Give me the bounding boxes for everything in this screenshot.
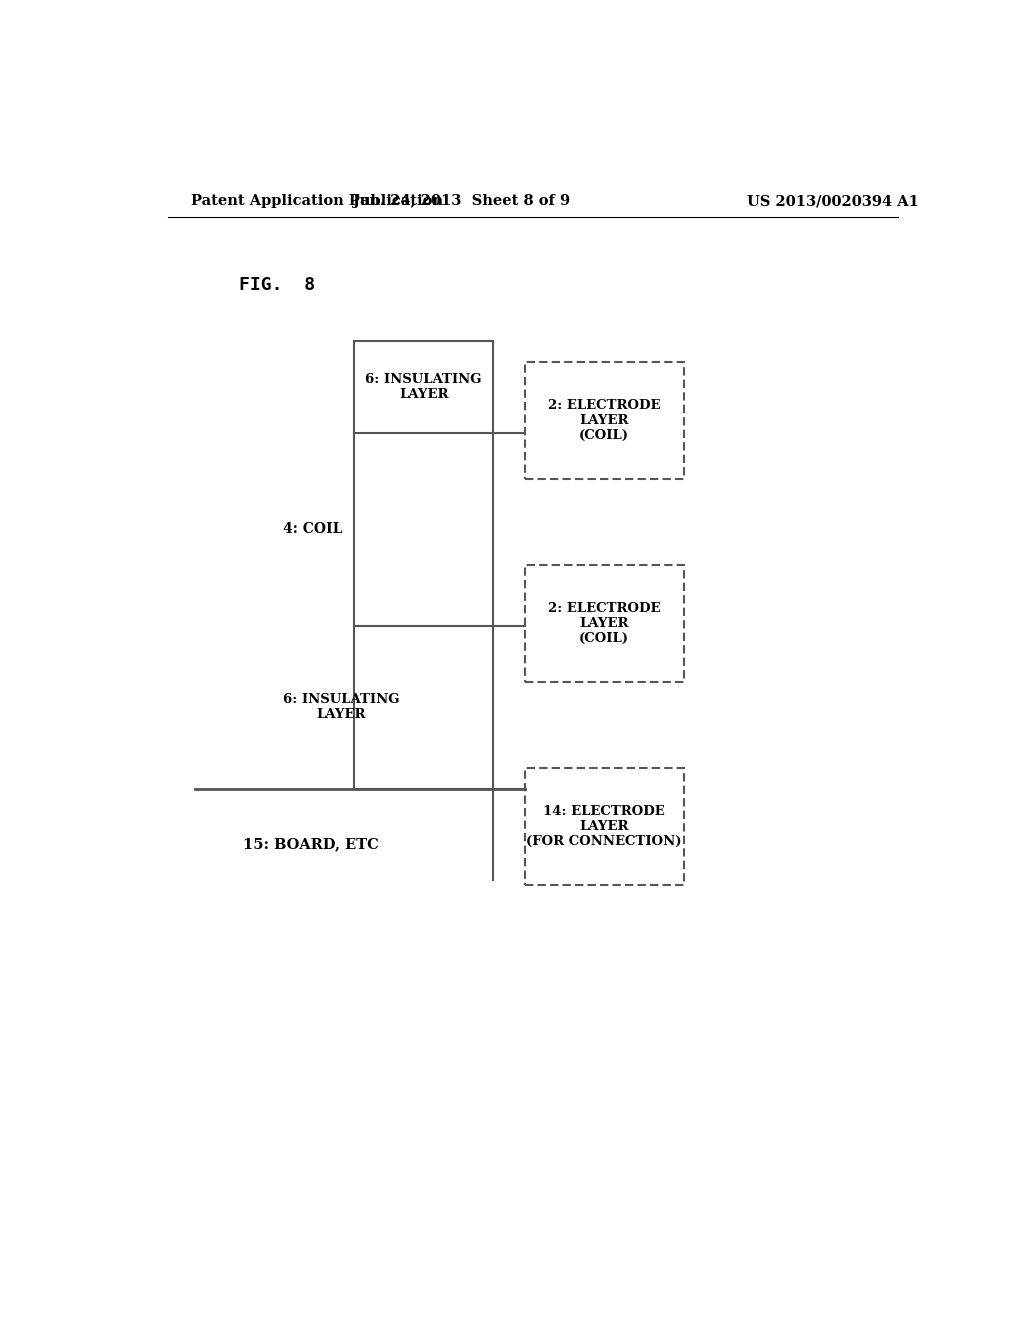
Text: 4: COIL: 4: COIL [283,523,342,536]
Bar [524,362,684,479]
Text: 2: ELECTRODE
LAYER
(COIL): 2: ELECTRODE LAYER (COIL) [548,399,660,442]
Bar [354,342,494,788]
Text: FIG.  8: FIG. 8 [240,276,315,294]
Text: Jan. 24, 2013  Sheet 8 of 9: Jan. 24, 2013 Sheet 8 of 9 [352,194,570,209]
Bar [524,768,684,886]
Text: US 2013/0020394 A1: US 2013/0020394 A1 [748,194,919,209]
Text: 6: INSULATING
LAYER: 6: INSULATING LAYER [366,374,482,401]
Text: Patent Application Publication: Patent Application Publication [191,194,443,209]
Bar [524,565,684,682]
Text: 15: BOARD, ETC: 15: BOARD, ETC [243,837,379,851]
Text: 2: ELECTRODE
LAYER
(COIL): 2: ELECTRODE LAYER (COIL) [548,602,660,645]
Text: 6: INSULATING
LAYER: 6: INSULATING LAYER [283,693,399,721]
Text: 14: ELECTRODE
LAYER
(FOR CONNECTION): 14: ELECTRODE LAYER (FOR CONNECTION) [526,805,682,849]
